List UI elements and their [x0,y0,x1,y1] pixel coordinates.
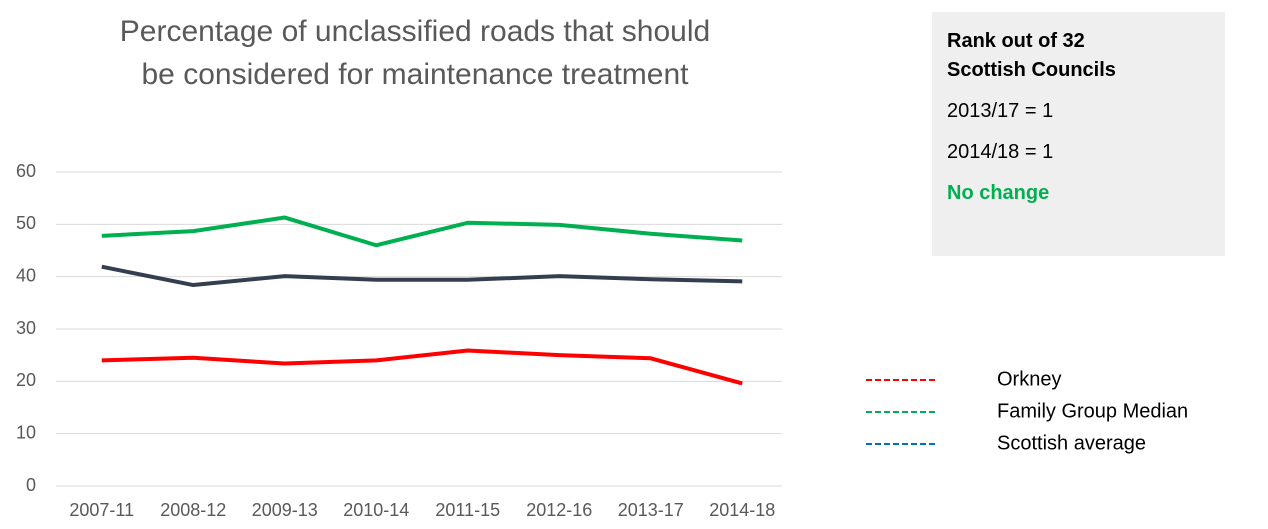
legend-label: Family Group Median [997,400,1188,422]
series-line [101,215,743,248]
y-tick-label: 50 [16,213,36,233]
panel-line: 2013/17 = 1 [947,100,1054,122]
panel-line: 2014/18 = 1 [947,141,1054,163]
y-tick-label: 30 [16,318,36,338]
y-tick-label: 20 [16,370,36,390]
x-tick-label: 2008-12 [160,500,226,520]
x-tick-label: 2012-16 [526,500,592,520]
x-tick-label: 2013-17 [618,500,684,520]
chart-title: Percentage of unclassified roads that sh… [119,15,711,91]
y-tick-label: 10 [16,422,36,442]
y-tick-label: 60 [16,161,36,181]
panel-status: No change [947,182,1050,204]
x-tick-label: 2014-18 [709,500,775,520]
y-tick-label: 0 [26,475,36,495]
y-tick-label: 40 [16,265,36,285]
x-tick-label: 2009-13 [252,500,318,520]
legend-label: Scottish average [997,432,1146,454]
panel-heading: Rank out of 32 Scottish Councils [947,30,1116,81]
x-tick-label: 2007-11 [69,500,134,520]
x-tick-label: 2011-15 [435,500,500,520]
x-tick-label: 2010-14 [343,500,409,520]
rank-panel: Rank out of 32 Scottish Councils 2013/17… [932,12,1225,256]
series-line [101,264,743,288]
legend-label: Orkney [997,368,1061,390]
series-line [101,348,743,386]
